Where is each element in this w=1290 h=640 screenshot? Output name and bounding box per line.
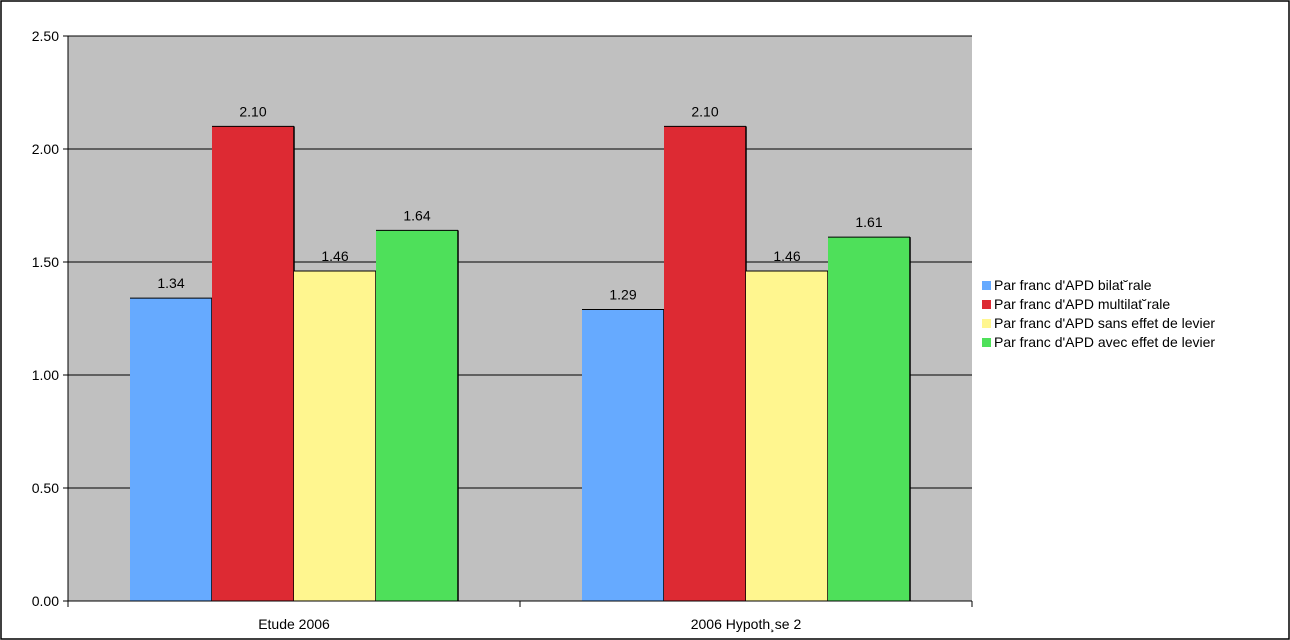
bar xyxy=(582,309,664,601)
x-tick-label: Etude 2006 xyxy=(258,616,330,632)
data-label: 1.61 xyxy=(855,214,882,230)
bar xyxy=(376,230,458,601)
bar xyxy=(294,271,376,601)
data-label: 2.10 xyxy=(239,103,266,119)
data-label: 1.29 xyxy=(609,286,636,302)
legend-label: Par franc d'APD multilat˘rale xyxy=(994,296,1170,312)
y-tick-label: 0.50 xyxy=(32,480,59,496)
y-tick-label: 0.00 xyxy=(32,593,59,609)
bar xyxy=(212,126,294,601)
y-tick-label: 2.00 xyxy=(32,141,59,157)
legend-swatch xyxy=(982,300,991,309)
legend-swatch xyxy=(982,281,991,290)
y-tick-label: 1.00 xyxy=(32,367,59,383)
legend-label: Par franc d'APD bilat˘rale xyxy=(994,277,1152,293)
bar xyxy=(664,126,746,601)
bar xyxy=(130,298,212,601)
legend-swatch xyxy=(982,338,991,347)
data-label: 2.10 xyxy=(691,103,718,119)
y-tick-label: 2.50 xyxy=(32,28,59,44)
data-label: 1.46 xyxy=(773,248,800,264)
legend-label: Par franc d'APD sans effet de levier xyxy=(994,315,1215,331)
bar xyxy=(746,271,828,601)
y-tick-label: 1.50 xyxy=(32,254,59,270)
x-tick-label: 2006 Hypoth¸se 2 xyxy=(691,616,802,632)
legend-swatch xyxy=(982,319,991,328)
data-label: 1.64 xyxy=(403,207,430,223)
data-label: 1.34 xyxy=(157,275,184,291)
data-label: 1.46 xyxy=(321,248,348,264)
bar xyxy=(828,237,910,601)
legend-label: Par franc d'APD avec effet de levier xyxy=(994,334,1215,350)
